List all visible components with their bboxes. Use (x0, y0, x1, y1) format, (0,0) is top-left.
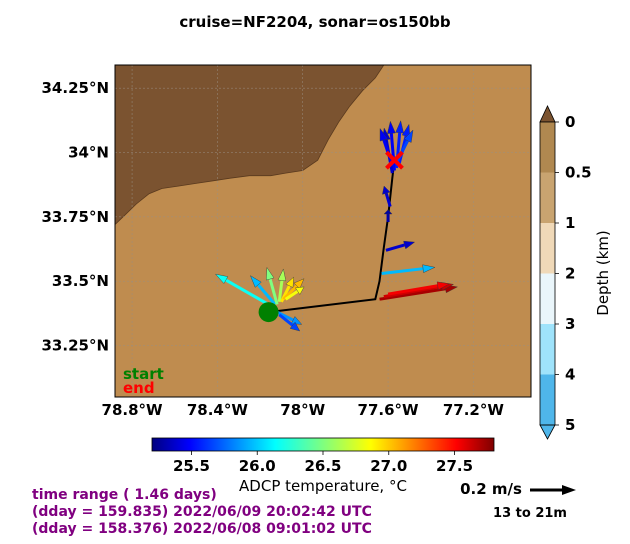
temperature-colorbar-ticks: 25.5 26.0 26.5 27.0 27.5 (173, 451, 473, 475)
x-tick-label: 78.4°W (187, 401, 249, 419)
land-area (115, 65, 384, 225)
depth-tick-label: 0 (565, 113, 575, 131)
current-vector (387, 120, 396, 171)
x-tick-label: 77.2°W (443, 401, 505, 419)
current-vector (284, 286, 305, 301)
current-vector (395, 129, 414, 164)
current-vector (280, 276, 294, 303)
current-vector (278, 313, 301, 332)
y-tick-label: 34.25°N (42, 79, 110, 97)
depth-colorbar-extend-bottom (539, 424, 556, 440)
temperature-tick-label: 27.0 (370, 457, 407, 475)
depth-tick-label: 2 (565, 265, 575, 283)
y-tick-label: 33.75°N (42, 208, 110, 226)
depth-tick-label: 4 (565, 366, 575, 384)
current-vector (276, 310, 303, 325)
depth-colorbar-segment (540, 122, 555, 173)
y-tick-label: 33.25°N (42, 337, 110, 355)
y-tick-label: 34°N (68, 144, 109, 162)
current-vector (214, 273, 274, 309)
current-vector (249, 275, 277, 306)
current-vector (387, 281, 451, 296)
map-grid (115, 65, 531, 397)
end-time: (dday = 159.835) 2022/06/09 20:02:42 UTC (32, 504, 372, 520)
depth-colorbar-segment (540, 374, 555, 425)
x-tick-label: 78°W (280, 401, 325, 419)
current-vector (385, 240, 416, 252)
current-vector (282, 278, 305, 301)
start-legend: start (123, 365, 164, 383)
temperature-tick-label: 26.5 (304, 457, 341, 475)
y-axis-ticks: 34.25°N 34°N 33.75°N 33.5°N 33.25°N (42, 79, 110, 354)
ship-track (268, 160, 396, 314)
x-axis-ticks: 78.8°W 78.4°W 78°W 77.6°W 77.2°W (102, 401, 505, 419)
depth-tick-label: 3 (565, 315, 575, 333)
reference-depth-range: 13 to 21m (493, 506, 567, 521)
depth-colorbar-segment (540, 273, 555, 324)
depth-colorbar-segment (540, 172, 555, 223)
current-vector (277, 268, 287, 302)
current-vector (266, 266, 279, 305)
depth-colorbar: 0 0.5 1 2 3 4 5 (539, 105, 592, 440)
coastline (115, 65, 385, 225)
map-panel: start end 78.8°W 78.4°W 78°W 77.6°W 77.2°W 3… (42, 64, 532, 419)
x-tick-label: 78.8°W (102, 401, 164, 419)
current-vectors (214, 120, 459, 332)
temperature-tick-label: 25.5 (173, 457, 210, 475)
current-vector (383, 209, 393, 222)
x-tick-label: 77.6°W (358, 401, 420, 419)
temperature-tick-label: 27.5 (436, 457, 473, 475)
depth-colorbar-extend-top (539, 105, 556, 123)
chart-title: cruise=NF2204, sonar=os150bb (179, 13, 451, 31)
temperature-colorbar (151, 437, 495, 452)
reference-vector-arrow (530, 485, 576, 495)
temperature-tick-label: 26.0 (239, 457, 276, 475)
start-marker (258, 302, 279, 323)
y-tick-label: 33.5°N (52, 272, 109, 290)
end-legend: end (123, 379, 155, 397)
current-vector (382, 185, 392, 207)
depth-colorbar-segment (540, 223, 555, 274)
reference-vector-label: 0.2 m/s (460, 480, 522, 498)
depth-colorbar-segment (540, 324, 555, 375)
time-range: time range ( 1.46 days) (32, 487, 217, 503)
current-vector (381, 264, 436, 275)
start-time: (dday = 158.376) 2022/06/08 09:01:02 UTC (32, 521, 372, 537)
temperature-colorbar-label: ADCP temperature, °C (239, 477, 407, 495)
depth-tick-label: 0.5 (565, 164, 592, 182)
depth-colorbar-label: Depth (km) (594, 230, 612, 315)
depth-tick-label: 1 (565, 214, 575, 232)
end-marker (385, 150, 404, 170)
map-frame (114, 64, 532, 398)
depth-tick-label: 5 (565, 416, 575, 434)
